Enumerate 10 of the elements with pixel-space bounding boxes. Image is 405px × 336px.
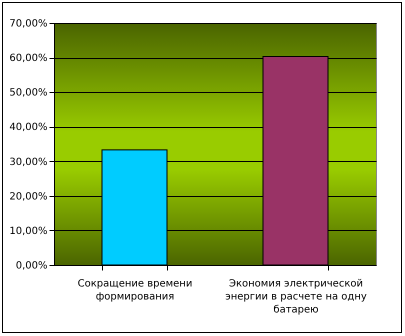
y-tick-label: 60,00% — [9, 53, 48, 64]
x-tick-label: Экономия электрической энергии в расчете на одну батарею — [225, 278, 367, 316]
x-tick-label: Сокращение времени формирования — [78, 278, 192, 302]
y-tick-label: 50,00% — [9, 88, 48, 99]
y-tick-label: 30,00% — [9, 156, 48, 168]
y-tick-label: 20,00% — [9, 191, 48, 202]
y-tick-label: 40,00% — [9, 122, 48, 134]
y-tick-label: 0,00% — [16, 260, 48, 272]
y-tick-label: 70,00% — [9, 18, 48, 30]
y-tick-label: 10,00% — [9, 226, 48, 237]
